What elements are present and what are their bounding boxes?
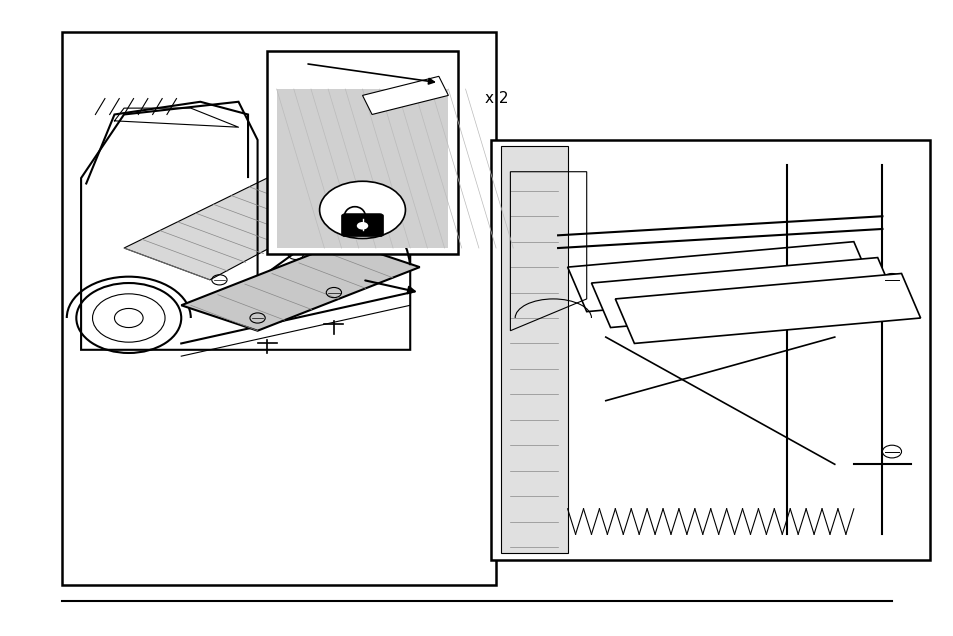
Polygon shape [124,178,353,280]
Text: x 2: x 2 [484,91,508,106]
Circle shape [319,181,405,238]
Bar [491,140,929,560]
Circle shape [114,308,143,328]
Polygon shape [615,273,920,343]
Polygon shape [567,242,872,312]
Circle shape [882,445,901,458]
Bar [62,32,496,585]
Polygon shape [362,76,448,114]
Polygon shape [276,89,448,248]
Polygon shape [591,258,896,328]
Polygon shape [181,242,419,331]
Circle shape [882,273,901,286]
Bar [267,51,457,254]
Polygon shape [500,146,567,553]
FancyBboxPatch shape [341,214,383,237]
Circle shape [356,222,368,230]
